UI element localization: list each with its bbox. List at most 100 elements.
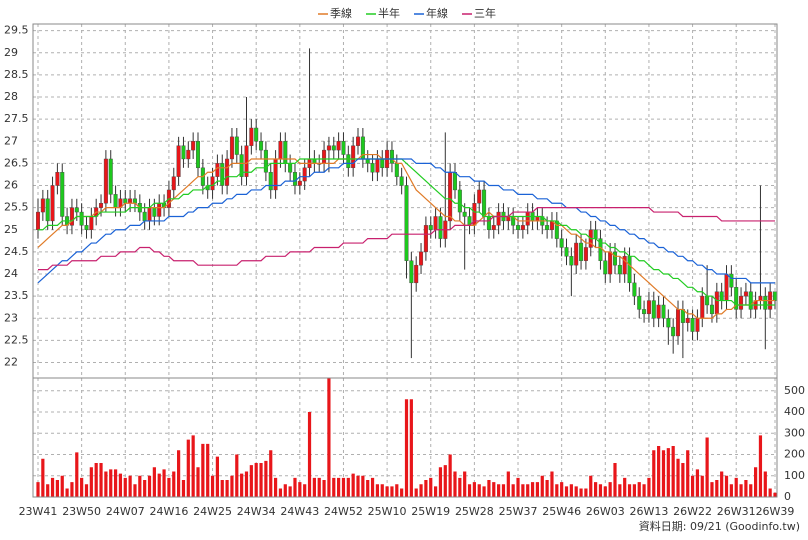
volume-bar xyxy=(317,477,321,497)
candle-body xyxy=(45,198,50,222)
candle-body xyxy=(259,141,264,151)
volume-bar xyxy=(70,482,74,497)
volume-bar xyxy=(695,469,700,497)
volume-bar xyxy=(564,486,569,497)
candle-body xyxy=(229,136,234,160)
volume-bar xyxy=(560,482,564,497)
candle-body xyxy=(292,172,297,186)
x-tick-label: 23W41 xyxy=(19,505,58,518)
candle-body xyxy=(215,163,220,177)
volume-bar xyxy=(181,480,186,497)
candle-body xyxy=(758,295,763,301)
candle-body xyxy=(74,207,79,213)
volume-bar xyxy=(497,484,501,497)
volume-bar xyxy=(322,480,326,497)
volume-bar xyxy=(206,443,210,497)
candle-body xyxy=(370,163,375,173)
candle-body xyxy=(622,256,627,275)
candle-body xyxy=(709,304,714,315)
volume-bar xyxy=(729,484,733,497)
candle-body xyxy=(545,225,550,230)
volume-bar xyxy=(332,477,336,497)
volume-bar xyxy=(113,469,118,497)
candle-body xyxy=(186,149,191,160)
candle-body xyxy=(196,141,201,169)
candle-body xyxy=(283,141,288,164)
y-tick-label: 24.5 xyxy=(4,245,29,258)
volume-bar xyxy=(647,477,651,497)
volume-bar xyxy=(283,484,287,497)
volume-bar xyxy=(492,482,496,497)
volume-bar xyxy=(46,484,50,497)
x-tick-label: 25W19 xyxy=(411,505,450,518)
moving-average-line xyxy=(37,153,775,319)
candle-body xyxy=(108,158,113,195)
candle-body xyxy=(656,304,661,319)
candle-body xyxy=(365,158,370,164)
volume-bar xyxy=(623,477,627,497)
candle-body xyxy=(690,318,695,332)
candle-body xyxy=(84,225,89,230)
x-tick-label: 24W25 xyxy=(193,505,232,518)
candle-body xyxy=(220,163,225,186)
candle-body xyxy=(142,211,147,222)
y2-tick-label: 200 xyxy=(784,448,805,461)
moving-average-line xyxy=(38,158,775,306)
moving-average-line xyxy=(38,207,775,271)
candle-body xyxy=(705,295,710,306)
volume-bar xyxy=(579,488,583,497)
candle-body xyxy=(191,141,196,151)
volume-bar xyxy=(487,480,491,497)
x-tick-label: 24W16 xyxy=(149,505,188,518)
volume-bar xyxy=(608,482,612,497)
candle-body xyxy=(176,145,181,177)
x-tick-label: 24W07 xyxy=(106,505,145,518)
volume-bar xyxy=(50,477,55,497)
candle-body xyxy=(734,287,739,310)
volume-bar xyxy=(763,471,767,497)
volume-bar xyxy=(215,456,220,497)
candle-body xyxy=(210,176,215,191)
y-tick-label: 29.5 xyxy=(4,24,29,37)
candle-body xyxy=(55,172,60,186)
candle-body xyxy=(113,194,118,208)
candle-body xyxy=(608,251,613,275)
candle-body xyxy=(50,185,55,222)
candle-body xyxy=(239,154,244,177)
candle-body xyxy=(477,189,482,204)
candle-body xyxy=(603,260,608,275)
volume-bar xyxy=(613,463,617,497)
volume-bar xyxy=(390,486,394,497)
volume-bar xyxy=(133,484,137,497)
x-tick-label: 25W46 xyxy=(542,505,581,518)
volume-bar xyxy=(657,446,661,497)
volume-bar xyxy=(671,446,675,497)
volume-bar xyxy=(472,482,476,497)
candle-body xyxy=(486,216,491,230)
volume-bar xyxy=(521,484,525,497)
volume-bar xyxy=(754,467,758,497)
candle-body xyxy=(351,145,356,169)
volume-bar xyxy=(249,465,253,497)
volume-bar xyxy=(370,477,375,497)
volume-bar xyxy=(201,443,205,497)
volume-bar xyxy=(196,467,200,497)
volume-bar xyxy=(327,378,331,497)
volume-bar xyxy=(443,465,447,497)
x-tick-label: 26W39 xyxy=(756,505,795,518)
volume-bar xyxy=(569,484,573,497)
candle-body xyxy=(263,149,268,173)
volume-bar xyxy=(375,484,380,497)
candle-body xyxy=(579,242,584,261)
x-tick-label: 25W10 xyxy=(368,505,407,518)
candle-body xyxy=(36,211,41,230)
candle-body xyxy=(452,172,457,191)
volume-bar xyxy=(191,435,195,497)
candle-body xyxy=(346,154,351,169)
volume-bar xyxy=(400,488,404,497)
volume-bar xyxy=(482,486,486,497)
y-tick-label: 29 xyxy=(4,46,18,59)
volume-bar xyxy=(220,480,224,497)
candle-body xyxy=(414,264,419,284)
volume-bar xyxy=(545,480,549,497)
